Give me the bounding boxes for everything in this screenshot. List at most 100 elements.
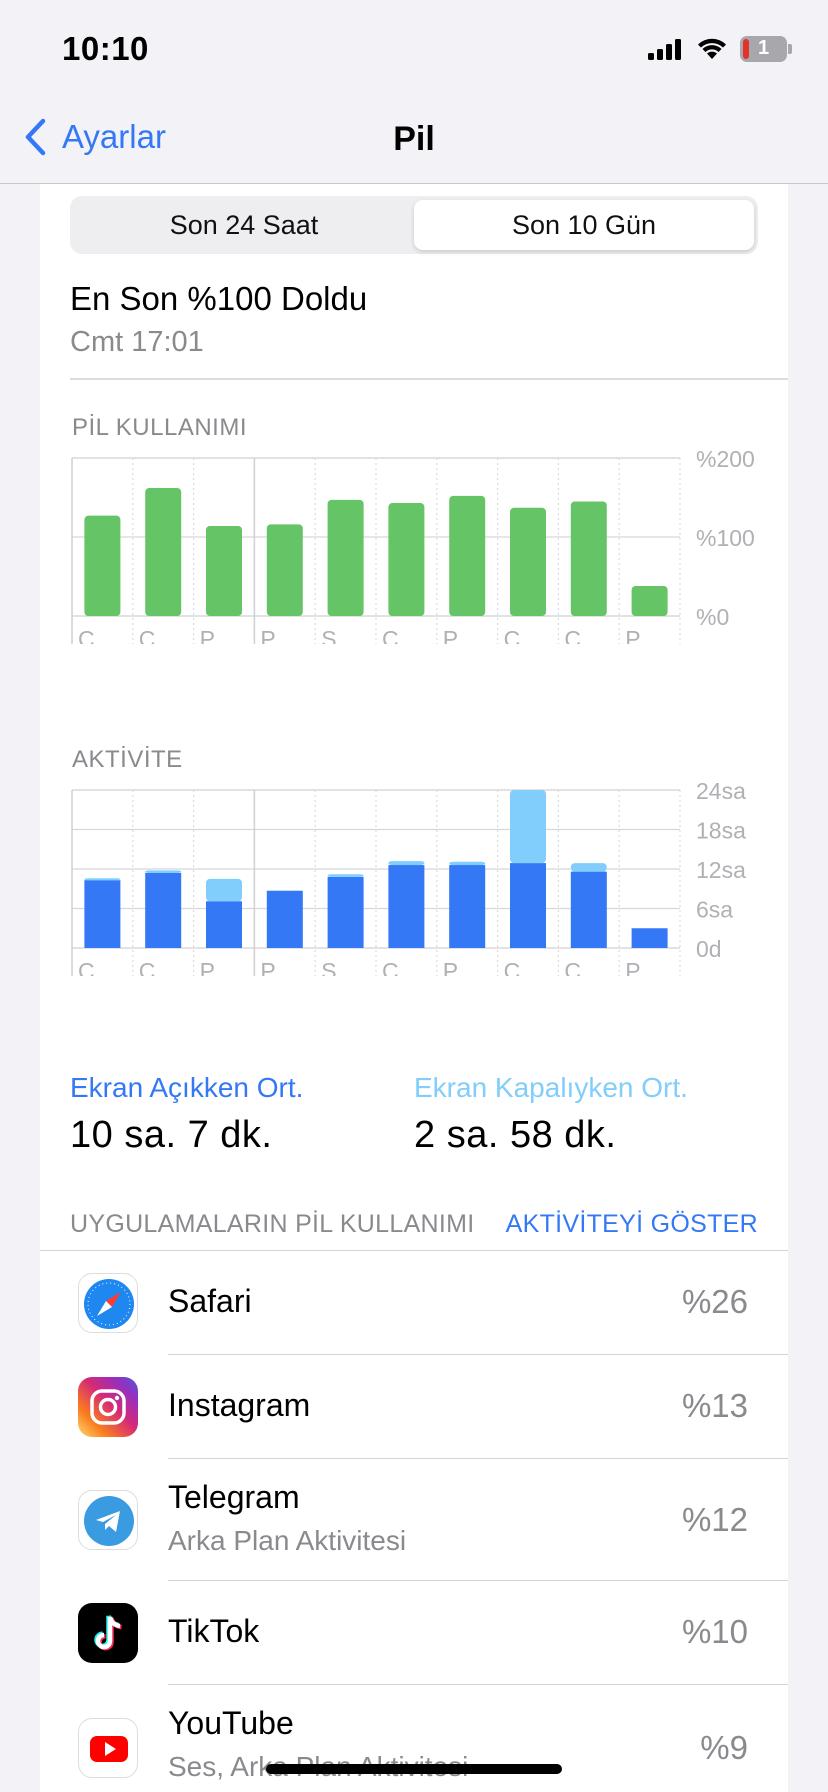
row-separator <box>168 1458 788 1459</box>
y-tick-label: 0d <box>696 936 722 962</box>
app-name: YouTube <box>168 1705 294 1741</box>
app-row-youtube[interactable]: YouTube Ses, Arka Plan Aktivitesi %9 <box>40 1685 788 1792</box>
wifi-icon <box>698 38 726 59</box>
chart-bar <box>145 488 182 616</box>
chart-bar <box>510 790 546 864</box>
screen-on-label: Ekran Açıkken Ort. <box>70 1072 304 1103</box>
telegram-icon <box>78 1490 138 1550</box>
chart-bar <box>206 525 242 616</box>
app-name: Safari <box>168 1283 252 1319</box>
x-tick-label: Ç <box>382 958 399 976</box>
chart-bar <box>327 876 364 948</box>
chart-bar <box>570 863 607 872</box>
status-bar: 10:10 1 <box>0 0 828 100</box>
x-tick-label: C <box>78 626 95 644</box>
time-range-segmented-control: Son 24 Saat Son 10 Gün <box>70 196 758 254</box>
back-button[interactable]: Ayarlar <box>24 118 166 156</box>
chart-bar <box>327 874 364 877</box>
battery-usage-chart[interactable]: %200%100%0CCPPSÇPCCP28 Eki31 Eki <box>40 444 788 644</box>
app-percent: %13 <box>681 1387 748 1424</box>
x-tick-label: S <box>321 626 336 644</box>
y-tick-label: 24sa <box>696 778 746 804</box>
chart-bar <box>388 503 425 616</box>
app-row-instagram[interactable]: Instagram %13 <box>40 1355 788 1459</box>
chart-bar <box>266 524 303 616</box>
chart-bar <box>145 870 182 873</box>
x-tick-label: C <box>564 958 581 976</box>
navigation-bar: Ayarlar Pil <box>0 100 828 184</box>
x-tick-label: C <box>504 626 521 644</box>
x-tick-label: P <box>200 958 215 976</box>
chevron-left-icon <box>25 118 46 156</box>
screen-off-label: Ekran Kapalıyken Ort. <box>414 1072 688 1103</box>
x-tick-label: C <box>139 958 156 976</box>
back-label: Ayarlar <box>62 118 166 155</box>
x-tick-label: P <box>200 626 215 644</box>
page-title: Pil <box>393 120 435 158</box>
chart-bar <box>84 515 121 616</box>
safari-icon <box>78 1273 138 1333</box>
divider <box>40 1250 788 1251</box>
x-tick-label: P <box>260 958 275 976</box>
chart-bar <box>266 890 303 948</box>
x-tick-label: C <box>504 958 521 976</box>
show-activity-button[interactable]: AKTİVİTEYİ GÖSTER <box>505 1210 758 1238</box>
screen-off-average: Ekran Kapalıyken Ort. 2 sa. 58 dk. <box>414 1072 688 1157</box>
cellular-signal-icon <box>648 39 681 60</box>
x-tick-label: P <box>443 958 458 976</box>
battery-icon: 1 <box>740 36 792 62</box>
chart-bar <box>84 880 121 948</box>
screen-on-average: Ekran Açıkken Ort. 10 sa. 7 dk. <box>70 1072 303 1157</box>
app-row-tiktok[interactable]: TikTok %10 <box>40 1581 788 1685</box>
app-row-telegram[interactable]: Telegram Arka Plan Aktivitesi %12 <box>40 1459 788 1581</box>
last-charge-time: Cmt 17:01 <box>70 326 204 358</box>
app-percent: %26 <box>681 1283 748 1320</box>
segment-last-10-days[interactable]: Son 10 Gün <box>414 200 754 250</box>
row-separator <box>168 1354 788 1355</box>
x-tick-label: Ç <box>382 626 399 644</box>
x-tick-label: P <box>443 626 458 644</box>
x-tick-label: C <box>139 626 156 644</box>
chart-bar <box>449 861 486 866</box>
app-name: Telegram <box>168 1479 300 1515</box>
app-name: Instagram <box>168 1387 311 1423</box>
chart-bar <box>206 878 242 902</box>
chart-bar <box>327 499 364 616</box>
chart-bar <box>449 495 486 616</box>
y-tick-label: 6sa <box>696 897 733 923</box>
activity-title: AKTİVİTE <box>72 746 183 773</box>
screen-on-value: 10 sa. 7 dk. <box>70 1114 273 1156</box>
chart-bar <box>510 507 546 616</box>
chart-bar <box>145 872 182 948</box>
chart-bar <box>449 865 486 948</box>
apps-section-title: UYGULAMALARIN PİL KULLANIMI <box>70 1210 475 1238</box>
x-tick-label: P <box>625 958 640 976</box>
chart-bar <box>631 585 668 616</box>
home-indicator[interactable] <box>266 1764 562 1774</box>
x-tick-label: P <box>260 626 275 644</box>
battery-usage-title: PİL KULLANIMI <box>72 414 248 441</box>
battery-level-text: 1 <box>757 37 770 59</box>
chart-bar <box>388 861 425 866</box>
app-percent: %9 <box>700 1729 748 1766</box>
chart-bar <box>206 901 242 948</box>
app-row-safari[interactable]: Safari %26 <box>40 1251 788 1355</box>
segment-last-24-hours[interactable]: Son 24 Saat <box>169 209 319 240</box>
status-icons: 1 <box>648 36 792 62</box>
y-tick-label: %100 <box>696 525 755 551</box>
youtube-icon <box>78 1718 138 1778</box>
chart-bar <box>510 863 546 948</box>
chart-bar <box>388 865 425 948</box>
app-percent: %12 <box>681 1501 748 1538</box>
instagram-icon <box>78 1377 138 1437</box>
status-time: 10:10 <box>62 30 149 67</box>
y-tick-label: 18sa <box>696 818 746 844</box>
row-separator <box>168 1684 788 1685</box>
x-tick-label: S <box>321 958 336 976</box>
app-percent: %10 <box>681 1613 748 1650</box>
chart-bar <box>570 871 607 948</box>
chart-bar <box>631 928 668 948</box>
x-tick-label: C <box>78 958 95 976</box>
activity-chart[interactable]: 24sa18sa12sa6sa0dCCPPSÇPCCP28 Eki31 Eki <box>40 776 788 976</box>
x-tick-label: P <box>625 626 640 644</box>
